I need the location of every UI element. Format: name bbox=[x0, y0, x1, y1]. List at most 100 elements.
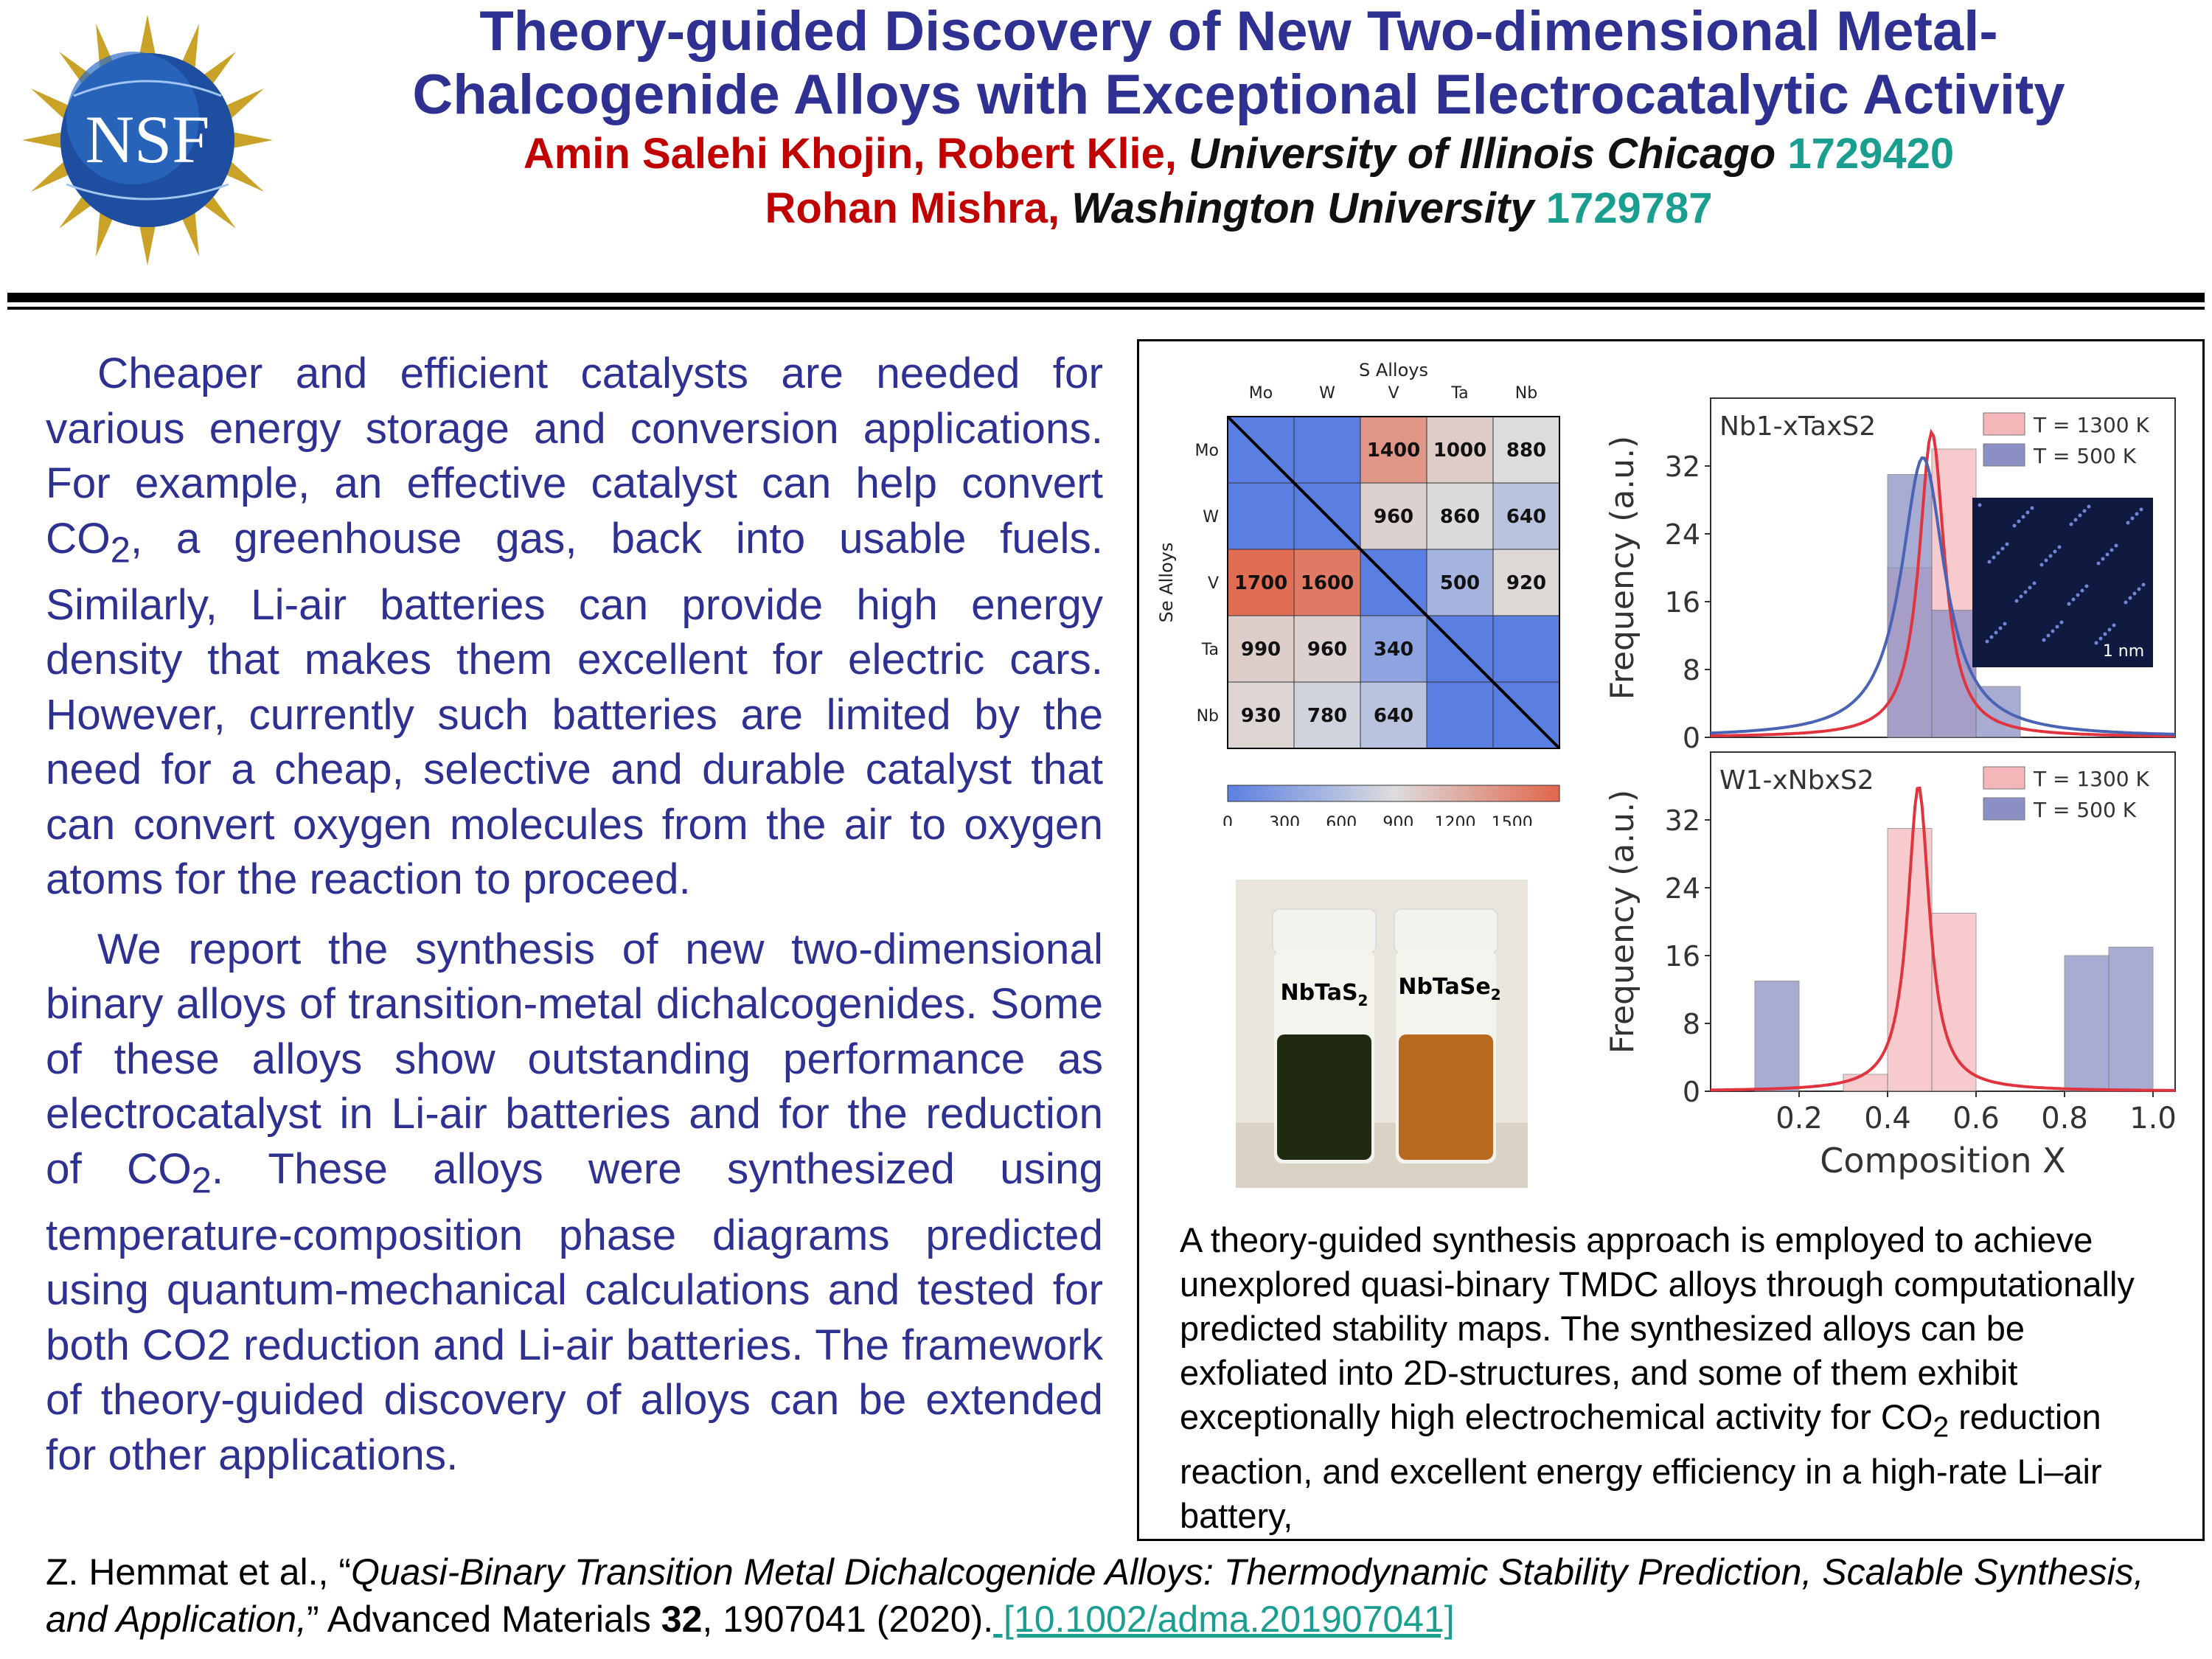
heatmap-row-label: Nb bbox=[1197, 707, 1219, 726]
figure-caption: A theory-guided synthesis approach is em… bbox=[1180, 1220, 2135, 1536]
stem-atom-dot bbox=[2021, 515, 2025, 519]
author-wustl: Rohan Mishra, bbox=[765, 184, 1060, 232]
heatmap-row-label: V bbox=[1208, 574, 1219, 593]
heatmap-cell-label: 340 bbox=[1374, 639, 1413, 661]
y-tick-label: 16 bbox=[1665, 940, 1700, 973]
stem-atom-dot bbox=[2110, 548, 2114, 552]
citation: Z. Hemmat et al., “Quasi-Binary Transiti… bbox=[46, 1551, 2144, 1640]
x-axis-label: Composition X bbox=[1820, 1141, 2065, 1180]
heatmap-row-label: Mo bbox=[1195, 442, 1219, 460]
stem-atom-dot bbox=[2014, 599, 2019, 603]
legend-swatch bbox=[1983, 766, 2025, 790]
y-tick-label: 0 bbox=[1683, 722, 1700, 754]
heatmap-cell-label: 1000 bbox=[1433, 439, 1486, 462]
legend-label: T = 1300 K bbox=[2033, 767, 2150, 791]
stem-scale-label: 1 nm bbox=[2103, 642, 2144, 661]
stem-atom-dot bbox=[2071, 597, 2076, 602]
institution-uic: University of Illinois Chicago bbox=[1189, 130, 1776, 178]
heatmap-cell-label: 960 bbox=[1307, 639, 1347, 661]
x-tick-label: 0.2 bbox=[1775, 1102, 1823, 1135]
heatmap-col-label: Ta bbox=[1450, 384, 1468, 403]
stem-atom-dot bbox=[2012, 524, 2017, 528]
stem-atom-dot bbox=[2003, 622, 2007, 626]
award-number-2: 1729787 bbox=[1545, 184, 1713, 232]
stem-atom-dot bbox=[2032, 581, 2037, 585]
header: Theory-guided Discovery of New Two-dimen… bbox=[280, 0, 2197, 236]
award-number-1: 1729420 bbox=[1787, 130, 1955, 178]
heatmap-ylabel: Se Alloys bbox=[1156, 543, 1177, 623]
histogram-bar bbox=[2108, 947, 2154, 1092]
x-tick-label: 0.4 bbox=[1864, 1102, 1911, 1135]
stem-atom-dot bbox=[2044, 558, 2048, 563]
y-tick-label: 8 bbox=[1683, 1008, 1700, 1040]
stem-atom-dot bbox=[2055, 625, 2059, 629]
heatmap-cell-label: 960 bbox=[1374, 506, 1413, 528]
stem-atom-dot bbox=[2098, 636, 2103, 641]
histogram-bar bbox=[1754, 981, 1800, 1092]
stem-atom-dot bbox=[1994, 630, 1998, 635]
heatmap-diagonal bbox=[1226, 415, 1561, 750]
stem-atom-dot bbox=[1978, 503, 1982, 507]
heatmap-cell-label: 1400 bbox=[1367, 439, 1420, 462]
header-divider-thin bbox=[7, 307, 2205, 310]
vial-cap-left bbox=[1272, 908, 1377, 954]
y-tick-label: 32 bbox=[1665, 804, 1700, 837]
heatmap-cell bbox=[1293, 615, 1361, 683]
stem-atom-dot bbox=[2067, 602, 2071, 606]
colorbar bbox=[1227, 785, 1560, 802]
stem-atom-dot bbox=[2105, 552, 2110, 557]
stem-atom-dot bbox=[2005, 542, 2009, 546]
stem-atom-dot bbox=[1992, 555, 1996, 560]
heatmap-cell-label: 500 bbox=[1440, 572, 1480, 594]
heatmap-cell bbox=[1426, 681, 1494, 749]
stem-atom-dot bbox=[2042, 638, 2046, 642]
stem-atom-dot bbox=[2076, 593, 2080, 597]
stem-atom-dot bbox=[2084, 584, 2089, 588]
vial-left-liquid bbox=[1277, 1034, 1371, 1160]
paragraph-2: We report the synthesis of new two-dimen… bbox=[46, 925, 1103, 1479]
stem-atom-dot bbox=[2126, 521, 2130, 525]
stem-atom-dot bbox=[2103, 632, 2107, 636]
vial-cap-right bbox=[1394, 908, 1498, 954]
x-tick-label: 0.6 bbox=[1952, 1102, 2000, 1135]
heatmap-cell-label: 860 bbox=[1440, 506, 1480, 528]
y-tick-label: 24 bbox=[1665, 872, 1700, 905]
heatmap-cell bbox=[1360, 681, 1427, 749]
body-text: Cheaper and efficient catalysts are need… bbox=[46, 347, 1103, 1498]
stem-atom-dot bbox=[2069, 522, 2073, 526]
heatmap-cell bbox=[1492, 615, 1560, 683]
stem-atom-dot bbox=[2000, 546, 2005, 551]
heatmap-title: S Alloys bbox=[1359, 360, 1428, 380]
header-divider-thick bbox=[7, 293, 2205, 302]
heatmap-cell bbox=[1227, 615, 1295, 683]
stem-atom-dot bbox=[2028, 585, 2032, 590]
heatmap-row-label: W bbox=[1203, 508, 1219, 526]
vial-right-liquid bbox=[1399, 1034, 1493, 1160]
heatmap-cell bbox=[1492, 416, 1560, 484]
heatmap-cell bbox=[1492, 482, 1560, 550]
stem-atom-dot bbox=[2141, 582, 2146, 587]
stem-atom-dot bbox=[2048, 554, 2053, 558]
stem-atom-dot bbox=[2130, 516, 2135, 521]
authors-uic: Amin Salehi Khojin, Robert Klie, bbox=[523, 130, 1178, 178]
stability-heatmap: S Alloys Mo W V Ta Nb Mo W V Ta Nb Se Alloys 1400 100… bbox=[1156, 360, 1561, 826]
histogram-bar bbox=[1843, 1074, 1888, 1092]
heatmap-row-label: Ta bbox=[1201, 641, 1219, 659]
stem-atom-dot bbox=[2135, 512, 2139, 516]
colorbar-tick-label: 900 bbox=[1382, 814, 1413, 826]
heatmap-cell bbox=[1360, 482, 1427, 550]
stem-atom-dot bbox=[2059, 620, 2064, 625]
colorbar-tick-label: 300 bbox=[1269, 814, 1300, 826]
stem-atom-dot bbox=[2053, 549, 2057, 554]
y-tick-label: 0 bbox=[1683, 1076, 1700, 1108]
doi-link[interactable]: [10.1002/adma.201907041] bbox=[993, 1599, 1455, 1640]
heatmap-col-label: W bbox=[1319, 384, 1335, 403]
paragraph-1: Cheaper and efficient catalysts are need… bbox=[46, 349, 1103, 904]
heatmap-cell-label: 880 bbox=[1506, 439, 1546, 462]
stem-atom-dot bbox=[2017, 519, 2021, 524]
heatmap-cell bbox=[1227, 482, 1295, 550]
logo-text: NSF bbox=[86, 102, 210, 177]
stem-atom-dot bbox=[1998, 626, 2003, 630]
stem-inset-image bbox=[1972, 498, 2153, 667]
stem-atom-dot bbox=[1989, 635, 1994, 639]
